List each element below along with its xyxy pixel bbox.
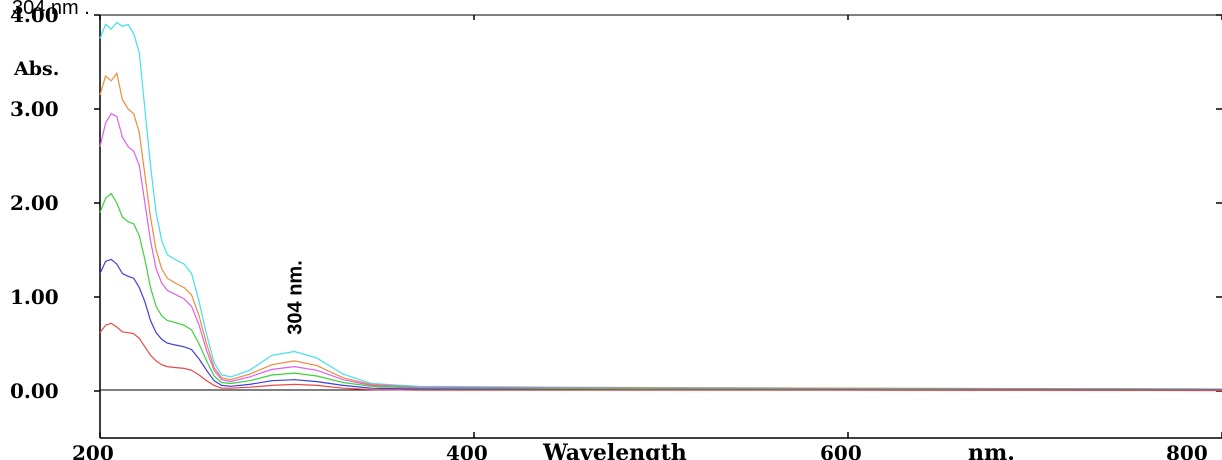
series-layer [99, 21, 1222, 392]
y-axis-label: Abs. [13, 58, 59, 80]
x-tick-label: 600 [820, 441, 862, 460]
axes [99, 14, 1222, 439]
series-line-4 [99, 192, 1222, 391]
peak-annotation: 304 nm. [284, 260, 306, 334]
series-line-3 [99, 112, 1222, 390]
series-line-5 [99, 258, 1222, 391]
y-tick-label: 1.00 [10, 285, 59, 309]
x-tick-label: 200 [72, 441, 114, 460]
x-tick-label: 800 [1166, 441, 1208, 460]
caption-text: 304 nm . [12, 0, 90, 19]
series-line-2 [99, 71, 1222, 390]
x-axis-label: Wavelength [542, 440, 687, 460]
x-tick-label: 400 [446, 441, 488, 460]
ticks: 0.00 1.00 2.00 3.00 4.00 200 400 600 800 [10, 3, 1222, 460]
series-line-6 [99, 322, 1222, 392]
series-line-1 [99, 21, 1222, 390]
y-tick-label: 4.00 [10, 3, 59, 27]
y-tick-label: 0.00 [10, 379, 59, 403]
x-axis-unit: nm. [968, 440, 1015, 460]
y-tick-label: 3.00 [10, 97, 59, 121]
y-tick-label: 2.00 [10, 191, 59, 215]
